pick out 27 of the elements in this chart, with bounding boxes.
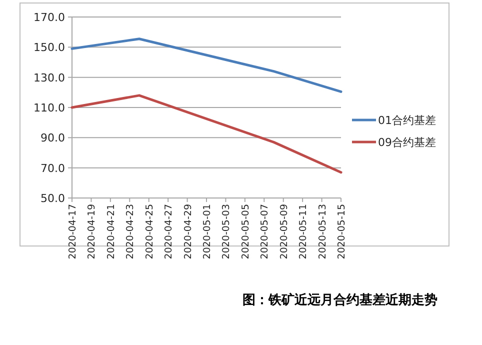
x-tick-label: 2020-05-09 (278, 204, 290, 260)
legend-label: 09合约基差 (378, 136, 436, 149)
y-tick-label: 90.0 (40, 132, 65, 145)
y-tick-label: 170.0 (34, 11, 65, 24)
y-tick-label: 130.0 (34, 71, 65, 84)
legend-label: 01合约基差 (378, 114, 436, 127)
x-tick-label: 2020-04-21 (106, 204, 117, 260)
y-tick-label: 150.0 (34, 41, 65, 54)
x-tick-label: 2020-04-17 (68, 204, 78, 260)
text: 图：铁矿近远月合约基差近期走势 (242, 292, 438, 307)
x-tick-label: 2020-05-11 (298, 204, 310, 260)
x-tick-label: 2020-05-01 (202, 204, 213, 260)
x-tick-label: 2020-04-19 (86, 204, 98, 260)
line-series (70, 38, 342, 93)
x-tick-label: 2020-04-25 (144, 204, 156, 260)
x-tick-label: 2020-05-13 (317, 204, 328, 260)
x-tick-label: 2020-05-07 (260, 204, 271, 260)
x-tick-label: 2020-05-05 (240, 204, 252, 260)
y-tick-label: 50.0 (40, 192, 65, 205)
line-series (70, 94, 342, 174)
y-tick-label: 110.0 (34, 102, 65, 114)
x-tick-label: 2020-04-23 (125, 204, 136, 260)
y-tick-label: 70.0 (40, 162, 65, 175)
x-tick-label: 2020-05-15 (336, 204, 348, 260)
x-tick-label: 2020-04-27 (164, 204, 175, 260)
x-tick-label: 2020-05-03 (221, 204, 232, 260)
x-tick-label: 2020-04-29 (182, 204, 194, 260)
